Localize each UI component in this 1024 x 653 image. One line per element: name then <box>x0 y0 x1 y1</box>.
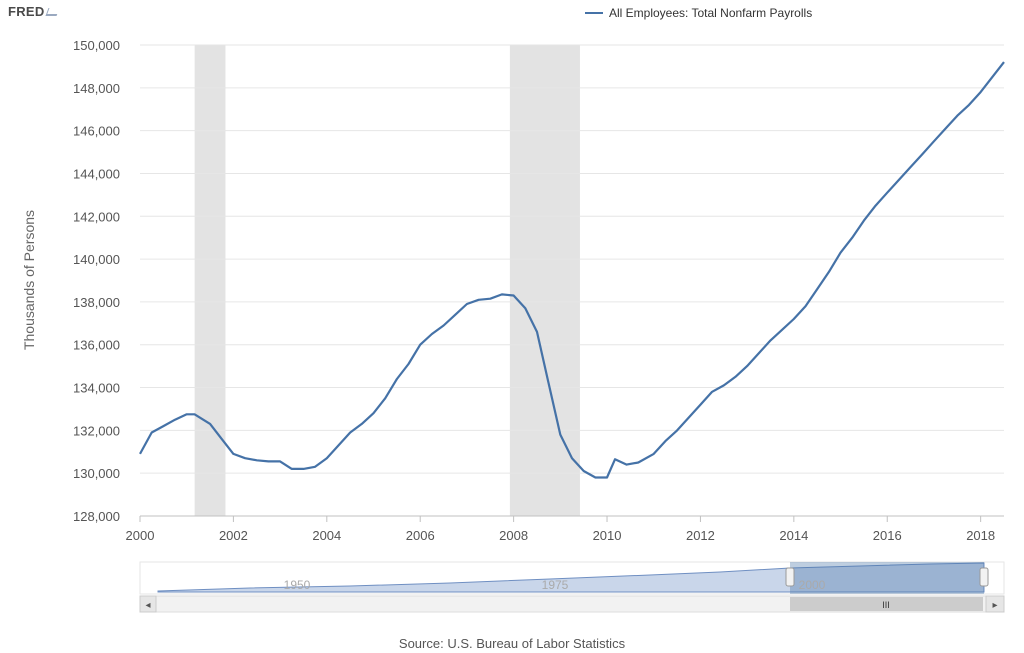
y-axis-tick-labels: 128,000 130,000 132,000 134,000 136,000 138,0… <box>73 38 120 524</box>
line-chart: 128,000 130,000 132,000 134,000 136,000 138,0… <box>21 38 1005 613</box>
y-tick-label-136000: 136,000 <box>73 338 120 353</box>
x-tick-label-2004: 2004 <box>312 528 341 543</box>
navigator-tick-2000: 2000 <box>799 578 826 592</box>
series-line-total-nonfarm-payrolls[interactable] <box>139 61 1005 479</box>
navigator-tick-1975: 1975 <box>542 578 569 592</box>
scrollbar-right-arrow-icon: ▸ <box>992 600 997 611</box>
y-tick-label-146000: 146,000 <box>73 124 120 139</box>
x-tick-label-2008: 2008 <box>499 528 528 543</box>
scrollbar-grip-icon: III <box>882 600 890 610</box>
x-tick-label-2002: 2002 <box>219 528 248 543</box>
y-tick-label-144000: 144,000 <box>73 166 120 181</box>
scrollbar-right-button[interactable] <box>985 595 1005 613</box>
x-tick-label-2006: 2006 <box>406 528 435 543</box>
navigator-left-handle[interactable] <box>785 567 795 587</box>
y-tick-label-128000: 128,000 <box>73 509 120 524</box>
y-axis-label: Thousands of Persons <box>21 210 37 350</box>
y-tick-label-140000: 140,000 <box>73 252 120 267</box>
source-note: Source: U.S. Bureau of Labor Statistics <box>398 636 626 651</box>
y-tick-label-148000: 148,000 <box>73 81 120 96</box>
x-tick-label-2012: 2012 <box>686 528 715 543</box>
scrollbar-left-button[interactable] <box>139 595 157 613</box>
y-tick-label-130000: 130,000 <box>73 466 120 481</box>
navigator-right-handle[interactable] <box>979 567 989 587</box>
x-tick-label-2016: 2016 <box>873 528 902 543</box>
scrollbar-thumb[interactable] <box>790 597 983 611</box>
navigator-scrollbar[interactable]: ◂ III ▸ <box>139 595 1005 613</box>
navigator-history-area <box>157 562 985 593</box>
y-tick-label-132000: 132,000 <box>73 423 120 438</box>
range-navigator[interactable]: 1950 1975 2000 <box>139 561 1005 595</box>
legend-series-label: All Employees: Total Nonfarm Payrolls <box>609 6 813 20</box>
y-tick-label-150000: 150,000 <box>73 38 120 53</box>
x-tick-label-2014: 2014 <box>779 528 808 543</box>
x-axis-tick-labels: 2000 2002 2004 2006 2008 2010 2012 2014 2016 2018 <box>126 516 995 543</box>
y-tick-label-142000: 142,000 <box>73 209 120 224</box>
y-tick-label-138000: 138,000 <box>73 295 120 310</box>
navigator-selected-range[interactable] <box>790 562 984 594</box>
recession-band-1 <box>194 45 226 516</box>
navigator-tick-1950: 1950 <box>284 578 311 592</box>
legend-series-swatch <box>585 12 603 14</box>
recession-shading-layer <box>194 45 580 516</box>
x-tick-label-2018: 2018 <box>966 528 995 543</box>
chart-legend[interactable]: All Employees: Total Nonfarm Payrolls <box>585 6 812 20</box>
fred-logo-text: FRED <box>8 4 45 19</box>
recession-band-2 <box>509 45 580 516</box>
x-tick-label-2000: 2000 <box>126 528 155 543</box>
scrollbar-left-arrow-icon: ◂ <box>145 600 150 611</box>
x-tick-label-2010: 2010 <box>593 528 622 543</box>
fred-logo[interactable]: FRED <box>8 4 60 19</box>
y-tick-label-134000: 134,000 <box>73 381 120 396</box>
